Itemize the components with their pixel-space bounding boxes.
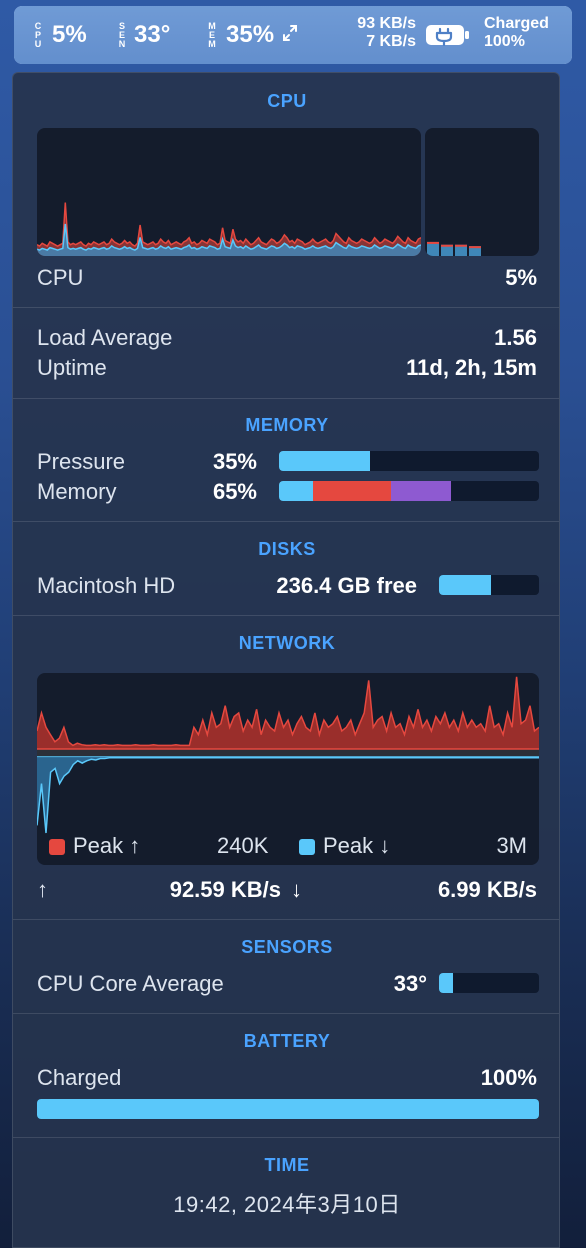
memory-value: 65% — [212, 479, 257, 504]
divider — [13, 615, 559, 616]
cpu-core-bar-top — [455, 244, 467, 247]
menubar-battery-text[interactable]: Charged 100% — [484, 15, 549, 51]
memory-bar-segment — [390, 481, 451, 501]
cpu-user-area — [37, 223, 421, 256]
divider — [13, 307, 559, 308]
memory-label: Memory — [37, 479, 117, 504]
battery-bar-fill — [37, 1099, 539, 1119]
arrows-expand-icon — [282, 24, 298, 47]
network-center-band — [37, 749, 539, 757]
down-arrow-icon: ↓ — [291, 877, 302, 902]
divider — [13, 1013, 559, 1014]
cpu-core-bar-top — [469, 246, 481, 249]
menubar-battery-percent: 100% — [484, 33, 525, 50]
load-average-label: Load Average — [37, 325, 173, 350]
menubar-net-up: 93 KB/s — [357, 15, 416, 32]
cpu-core-bar — [427, 241, 439, 256]
upload-rate: 92.59 KB/s — [169, 877, 281, 902]
sensor-label: CPU Core Average — [37, 971, 224, 996]
download-rate: 6.99 KB/s — [437, 877, 537, 902]
memory-bar-segment — [312, 481, 391, 501]
cpu-history-svg — [37, 202, 421, 256]
cpu-core-bar-top — [441, 244, 453, 247]
divider — [13, 398, 559, 399]
uptime-value: 11d, 2h, 15m — [406, 355, 537, 380]
time-section-title: TIME — [264, 1155, 310, 1175]
cpu-cores-svg — [427, 241, 481, 256]
memory-bar — [279, 481, 539, 501]
divider — [13, 521, 559, 522]
download-area — [37, 757, 539, 833]
stats-panel: CPU CPU 5% Load Average 1.56 Uptime 11d,… — [12, 72, 560, 1248]
upload-line — [37, 676, 539, 747]
disk-value: 236.4 GB free — [276, 573, 417, 598]
cpu-value: 5% — [505, 265, 537, 290]
download-line — [37, 757, 539, 834]
menubar-battery-status: Charged — [484, 15, 549, 32]
upload-area — [37, 676, 539, 749]
disks-section-title: DISKS — [258, 539, 316, 559]
time-value: 19:42, 2024年3月10日 — [173, 1192, 401, 1217]
pressure-bar-fill — [279, 451, 370, 471]
divider — [13, 919, 559, 920]
load-average-value: 1.56 — [494, 325, 537, 350]
menubar-cpu-value: 5% — [52, 21, 87, 48]
cpu-label: CPU — [37, 265, 84, 290]
battery-status-label: Charged — [37, 1065, 122, 1090]
cpu-core-bar — [455, 244, 467, 256]
menubar-sen-value: 33° — [134, 21, 171, 48]
menubar-mem-value: 35% — [226, 21, 275, 48]
menu-bar-background — [14, 6, 572, 64]
cpu-history-graph — [37, 128, 421, 256]
disk-usage-bar — [439, 575, 539, 595]
network-history-svg — [37, 676, 539, 834]
memory-bar-segment — [279, 481, 313, 501]
sensor-value: 33° — [393, 971, 427, 996]
cpu-system-area — [37, 202, 421, 256]
cpu-user-line — [37, 223, 421, 251]
peak-up-value: 240K — [217, 833, 269, 858]
sensor-bar — [439, 973, 539, 993]
up-arrow-icon: ↑ — [37, 877, 48, 902]
cpu-system-line — [37, 202, 421, 248]
cpu-cores-graph — [425, 128, 539, 256]
sensor-bar-fill — [439, 973, 453, 993]
download-legend-swatch — [299, 839, 315, 855]
disk-label: Macintosh HD — [37, 573, 176, 598]
disk-usage-bar-fill — [439, 575, 491, 595]
uptime-label: Uptime — [37, 355, 107, 380]
cpu-section-title: CPU — [267, 91, 307, 111]
battery-percent-value: 100% — [480, 1065, 537, 1090]
battery-plug-icon[interactable] — [424, 6, 472, 64]
cpu-core-bar — [441, 244, 453, 256]
battery-bar — [37, 1099, 539, 1119]
cpu-core-bar — [469, 246, 481, 256]
pressure-bar — [279, 451, 539, 471]
battery-section-title: BATTERY — [243, 1031, 331, 1051]
memory-section-title: MEMORY — [245, 415, 329, 435]
network-section-title: NETWORK — [238, 633, 336, 653]
divider — [13, 1137, 559, 1138]
network-history-graph: Peak ↑ 240K Peak ↓ 3M — [37, 673, 539, 865]
peak-down-label: Peak ↓ — [323, 833, 391, 858]
menubar-net-down: 7 KB/s — [366, 33, 416, 50]
pressure-label: Pressure — [37, 449, 126, 474]
peak-up-label: Peak ↑ — [73, 833, 141, 858]
pressure-value: 35% — [212, 449, 257, 474]
cpu-core-bar-top — [427, 241, 439, 244]
menubar-network[interactable]: 93 KB/s 7 KB/s — [357, 15, 416, 51]
peak-down-value: 3M — [496, 833, 527, 858]
upload-legend-swatch — [49, 839, 65, 855]
sensors-section-title: SENSORS — [241, 937, 333, 957]
